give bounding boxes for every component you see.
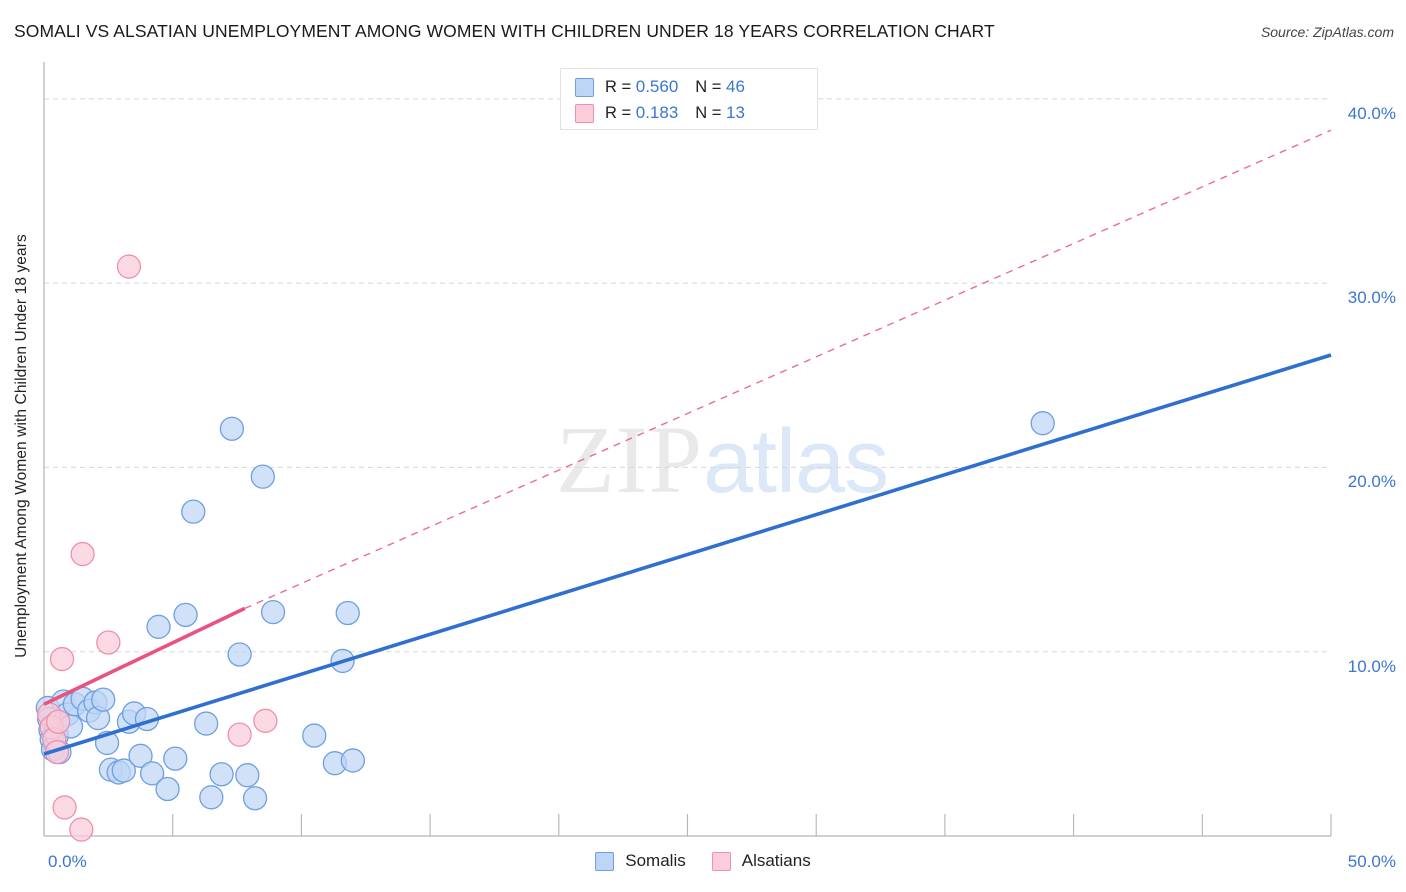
stat-n-label-somalis: N = [695, 78, 727, 96]
scatter-series-alsatians [36, 254, 278, 842]
trendline-alsatians-extension [244, 129, 1332, 610]
scatter-series-somalis [35, 411, 1055, 811]
stat-row-alsatians: R = 0.183 N = 13 [575, 100, 817, 126]
data-point[interactable] [227, 722, 252, 747]
legend-swatch-alsatians-icon [711, 851, 731, 871]
data-point[interactable] [302, 723, 327, 748]
data-point[interactable] [49, 646, 75, 672]
trendline-somalis [43, 353, 1332, 756]
data-point[interactable] [146, 614, 171, 639]
correlation-stats-legend: R = 0.560 N = 46 R = 0.183 N = 13 [560, 68, 818, 130]
stat-r-label-alsatians: R = [605, 104, 636, 122]
data-point[interactable] [235, 763, 260, 788]
y-axis-tick-label: 20.0% [1347, 472, 1396, 492]
legend-entry-alsatians[interactable]: Alsatians [711, 851, 811, 871]
page-title: SOMALI VS ALSATIAN UNEMPLOYMENT AMONG WO… [14, 21, 995, 41]
swatch-somalis-icon [575, 77, 594, 97]
data-point[interactable] [209, 762, 234, 787]
data-point[interactable] [242, 786, 268, 811]
data-point[interactable] [335, 600, 360, 626]
legend-label-somalis: Somalis [625, 851, 686, 870]
data-point[interactable] [69, 817, 94, 842]
stat-n-value-somalis: 46 [726, 77, 745, 96]
data-point[interactable] [96, 630, 121, 655]
data-point[interactable] [194, 711, 219, 736]
y-axis-tick-label: 10.0% [1347, 656, 1396, 676]
source-attribution: Source: ZipAtlas.com [1260, 24, 1394, 40]
y-axis-tick-label: 40.0% [1347, 103, 1396, 123]
data-point[interactable] [219, 416, 245, 441]
data-point[interactable] [111, 758, 136, 783]
data-point[interactable] [1030, 411, 1055, 436]
data-point[interactable] [199, 785, 224, 810]
stat-n-label-alsatians: N = [695, 104, 727, 122]
data-point[interactable] [70, 541, 95, 567]
data-point[interactable] [227, 642, 252, 667]
series-legend: Somalis Alsatians [0, 851, 1406, 871]
stat-row-somalis: R = 0.560 N = 46 [575, 74, 817, 100]
legend-label-alsatians: Alsatians [741, 851, 811, 870]
legend-swatch-somalis-icon [595, 851, 615, 871]
legend-entry-somalis[interactable]: Somalis [595, 851, 686, 871]
data-point[interactable] [46, 709, 71, 734]
data-point[interactable] [260, 599, 286, 625]
x-axis-tick-label-min: 0.0% [48, 852, 87, 871]
stat-r-value-alsatians: 0.183 [635, 103, 679, 122]
data-point[interactable] [91, 687, 116, 712]
data-point[interactable] [250, 464, 275, 489]
data-point[interactable] [155, 776, 180, 802]
data-point[interactable] [52, 795, 77, 820]
data-point[interactable] [128, 743, 153, 768]
x-axis-tick-label-max: 50.0% [1347, 852, 1396, 871]
y-axis-tick-label: 30.0% [1347, 288, 1396, 308]
stat-r-value-somalis: 0.560 [635, 77, 679, 96]
data-point[interactable] [139, 761, 165, 786]
data-point[interactable] [253, 708, 278, 733]
swatch-alsatians-icon [575, 103, 594, 123]
data-point[interactable] [173, 602, 198, 628]
data-point[interactable] [163, 746, 188, 771]
data-point[interactable] [116, 254, 142, 279]
data-point[interactable] [181, 499, 206, 524]
stat-r-label-somalis: R = [605, 78, 636, 96]
stat-n-value-alsatians: 13 [726, 103, 745, 122]
data-point[interactable] [340, 748, 366, 773]
trendline-alsatians [43, 606, 246, 706]
